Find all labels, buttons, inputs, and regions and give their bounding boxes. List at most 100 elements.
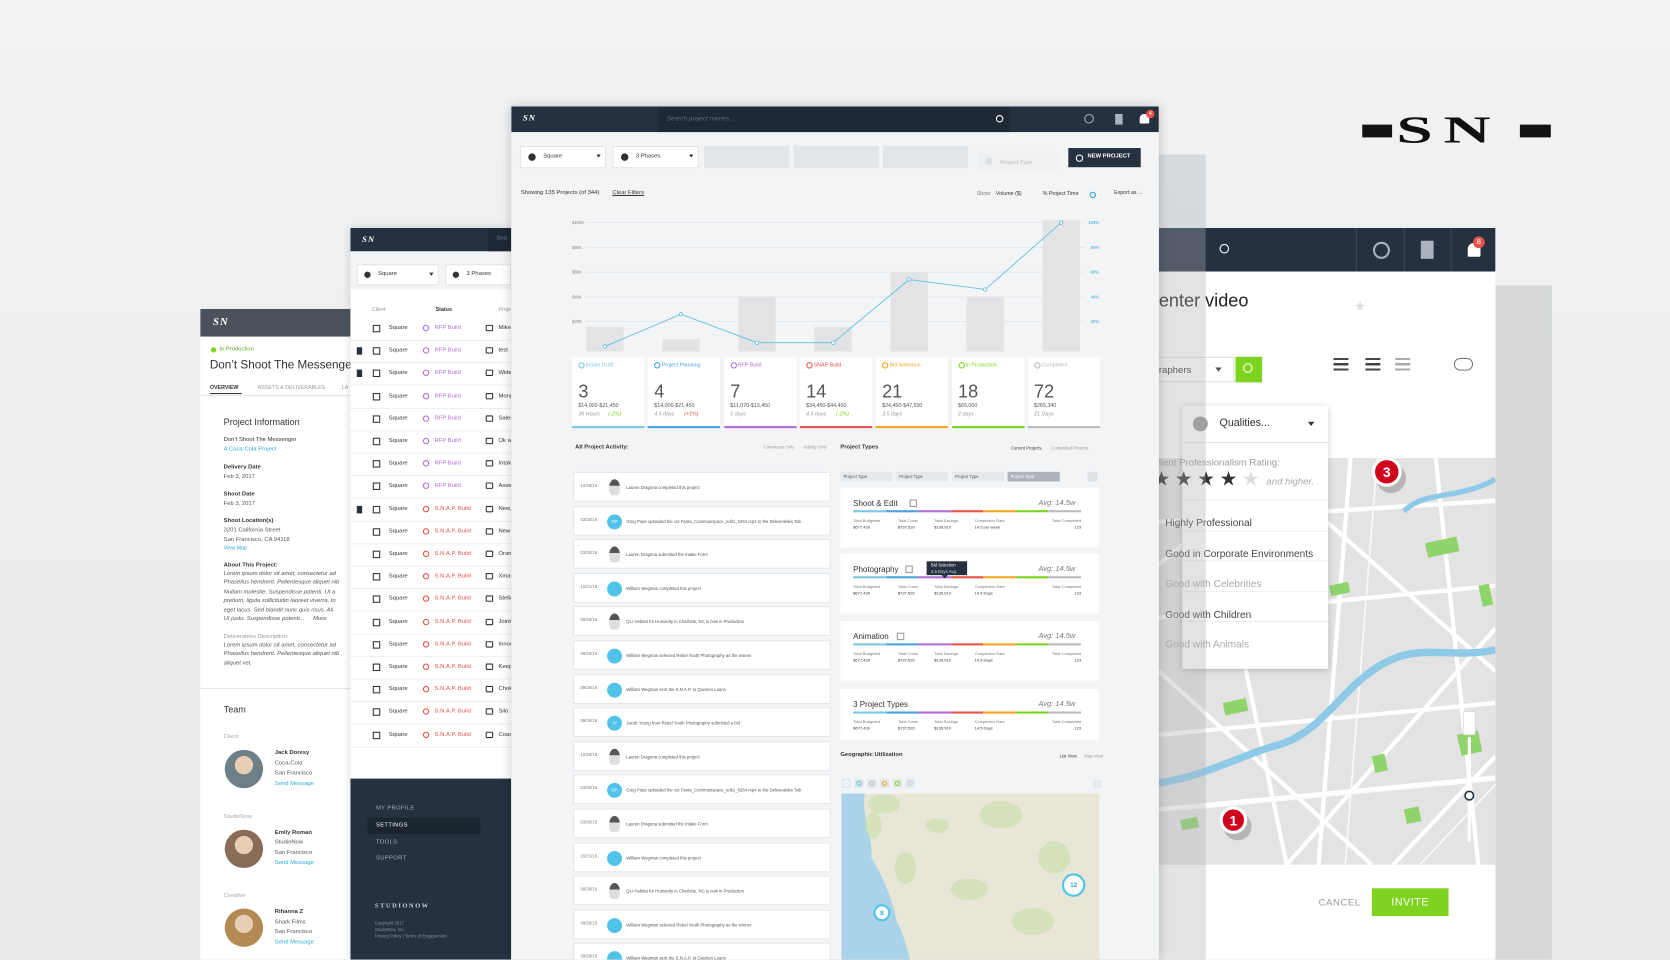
- link[interactable]: View Map: [223, 545, 247, 552]
- activity-item[interactable]: 10/26/16 Lauren Dragona completed this pr…: [573, 471, 831, 502]
- project-name[interactable]: Asset: [498, 482, 512, 490]
- phase-card[interactable]: Bid Selection 21 $24,450-$47,550 3.5 days: [875, 356, 949, 429]
- upload-icon[interactable]: [1453, 357, 1474, 371]
- search-field[interactable]: [658, 106, 1010, 133]
- map-filter[interactable]: [854, 778, 864, 789]
- phase-card[interactable]: RFP Build 7 $11,070-$13,450 5 days: [723, 356, 797, 429]
- filter-placeholder[interactable]: [882, 145, 969, 169]
- cancel-button[interactable]: CANCEL: [1318, 896, 1361, 908]
- type-card[interactable]: Photography Avg: 14.5w Total Budgeted $677,…: [840, 553, 1100, 614]
- map-filter[interactable]: [905, 778, 915, 789]
- map-filter[interactable]: [841, 778, 852, 789]
- map-filter[interactable]: [892, 778, 903, 789]
- dropdown[interactable]: [612, 145, 699, 169]
- project-name[interactable]: test: [498, 347, 508, 354]
- project-name[interactable]: Joint: [498, 618, 511, 625]
- type-card[interactable]: Animation Avg: 14.5w Total Budgeted $677,43…: [840, 620, 1100, 681]
- project-name[interactable]: Intak: [498, 460, 512, 467]
- icon[interactable]: [1420, 240, 1434, 259]
- activity-item[interactable]: 03/30/16 Lauren Dragona submitted the Int…: [573, 539, 831, 569]
- activity-item[interactable]: 10/21/16 William Wegman completed this pr…: [573, 842, 831, 872]
- phase-card[interactable]: In Production 18 $65,000 2 days: [951, 356, 1025, 429]
- option[interactable]: Good with Animals: [1165, 639, 1250, 652]
- search-icon[interactable]: [995, 115, 1004, 123]
- tab[interactable]: Completed Projects: [1051, 445, 1089, 451]
- activity-item[interactable]: 09/28/16 QLI Habitat for Humanity in Char…: [573, 875, 831, 906]
- project-name[interactable]: Wide: [498, 370, 512, 377]
- project-name[interactable]: Oran: [498, 550, 512, 558]
- search-icon[interactable]: [1219, 243, 1230, 254]
- project-name[interactable]: Stella: [498, 595, 511, 603]
- project-name[interactable]: Sales: [498, 415, 511, 422]
- map-filter[interactable]: [866, 778, 877, 789]
- activity-item[interactable]: 03/30/16 Lauren Dragona submitted the Int…: [573, 808, 831, 839]
- invite-button[interactable]: [1371, 888, 1449, 916]
- project-name[interactable]: Mong: [498, 392, 511, 399]
- qualities-dropdown[interactable]: Qualities...: [1182, 405, 1329, 669]
- link[interactable]: Export as ...: [1114, 189, 1143, 196]
- chip[interactable]: [951, 471, 1004, 482]
- option[interactable]: Highly Professional: [1165, 517, 1252, 530]
- view-toggle[interactable]: [1365, 357, 1381, 372]
- project-name[interactable]: Chok: [498, 686, 512, 693]
- tab[interactable]: OVERVIEW: [209, 384, 239, 391]
- search-placeholder[interactable]: Sea: [496, 235, 507, 242]
- tab[interactable]: Map View: [1084, 753, 1103, 759]
- activity-item[interactable]: 09/28/16 William Wegman selected Rebel Yo…: [573, 640, 831, 670]
- chip[interactable]: [896, 471, 949, 482]
- project-name[interactable]: Coast: [498, 731, 511, 738]
- notification-icon[interactable]: [1139, 113, 1150, 124]
- dropdown[interactable]: [356, 264, 439, 286]
- link[interactable]: More: [313, 615, 327, 623]
- tab[interactable]: List View: [1059, 753, 1077, 759]
- option[interactable]: Good with Children: [1165, 609, 1252, 621]
- type-card[interactable]: Shoot & Edit Avg: 14.5w Total Budgeted $677…: [840, 487, 1100, 548]
- activity-item[interactable]: 10/21/16 William Wegman completed this pr…: [573, 572, 831, 603]
- dropdown[interactable]: [519, 145, 607, 169]
- tab[interactable]: Current Projects: [1010, 445, 1042, 451]
- send-message[interactable]: Send Message: [274, 859, 314, 866]
- project-name[interactable]: Silo: [498, 708, 509, 716]
- project-name[interactable]: New_: [498, 505, 511, 512]
- map-filter[interactable]: [879, 778, 890, 789]
- phase-card[interactable]: Completed 72 $265,340 21 Days: [1027, 356, 1101, 429]
- chip[interactable]: [1007, 471, 1060, 482]
- send-message[interactable]: Send Message: [274, 938, 314, 946]
- select[interactable]: [1158, 356, 1235, 383]
- option[interactable]: Good in Corporate Environments: [1165, 548, 1314, 560]
- dropdown[interactable]: [445, 264, 512, 286]
- activity-item[interactable]: 03/30/16 GP Greg Pope uploaded the cut Fan…: [573, 774, 831, 805]
- icon[interactable]: [1115, 113, 1123, 125]
- map-close[interactable]: [1092, 779, 1102, 789]
- button-label[interactable]: NEW PROJECT: [1087, 153, 1131, 160]
- phase-card[interactable]: SNAP Build 14 $34,450-$44,450 4.5 days (-2%): [799, 356, 873, 429]
- menu-item[interactable]: MY PROFILE: [375, 805, 415, 812]
- tab[interactable]: ASSETS & DELIVERABLES: [257, 384, 326, 391]
- toggle[interactable]: % Project Time: [1042, 190, 1079, 198]
- project-name[interactable]: Ok w: [498, 437, 512, 445]
- invite-label[interactable]: INVITE: [1391, 896, 1429, 909]
- tab[interactable]: Activity Only: [803, 444, 827, 450]
- menu-item[interactable]: SUPPORT: [375, 855, 407, 863]
- activity-item[interactable]: 09/28/16 William Wegman sent the S.N.A.P.…: [573, 943, 831, 960]
- activity-item[interactable]: 09/28/16 William Wegman selected Rebel Yo…: [573, 909, 831, 940]
- filter-placeholder[interactable]: [793, 145, 879, 169]
- phase-card[interactable]: Intake Draft 3 $14,000-$21,450 36 Hours (-2%…: [571, 356, 645, 429]
- dropdown[interactable]: [978, 151, 1060, 171]
- project-name[interactable]: Keep: [498, 663, 512, 670]
- type-card[interactable]: 3 Project Types Avg: 14.5w Total Budgeted $…: [840, 689, 1100, 741]
- link[interactable]: Clear Filters: [612, 189, 645, 196]
- chip[interactable]: [840, 471, 893, 482]
- send-message[interactable]: Send Message: [274, 780, 314, 787]
- project-name[interactable]: New: [498, 528, 511, 535]
- activity-item[interactable]: 09/28/16 JY Jacob Young from Rebel Youth P…: [573, 707, 831, 738]
- chip-add[interactable]: [1087, 471, 1098, 482]
- activity-item[interactable]: 09/28/16 QLI Habitat for Humanity in Char…: [573, 606, 831, 637]
- menu-item[interactable]: TOOLS: [375, 838, 398, 846]
- option[interactable]: Good with Celebrities: [1165, 578, 1262, 591]
- phase-card[interactable]: Project Planning 4 $14,000-$21,450 4.5 days…: [647, 356, 721, 429]
- button[interactable]: [1068, 148, 1141, 168]
- project-name[interactable]: Mike: [498, 324, 511, 332]
- tab[interactable]: Comments Only: [763, 444, 795, 450]
- icon[interactable]: [1084, 113, 1094, 124]
